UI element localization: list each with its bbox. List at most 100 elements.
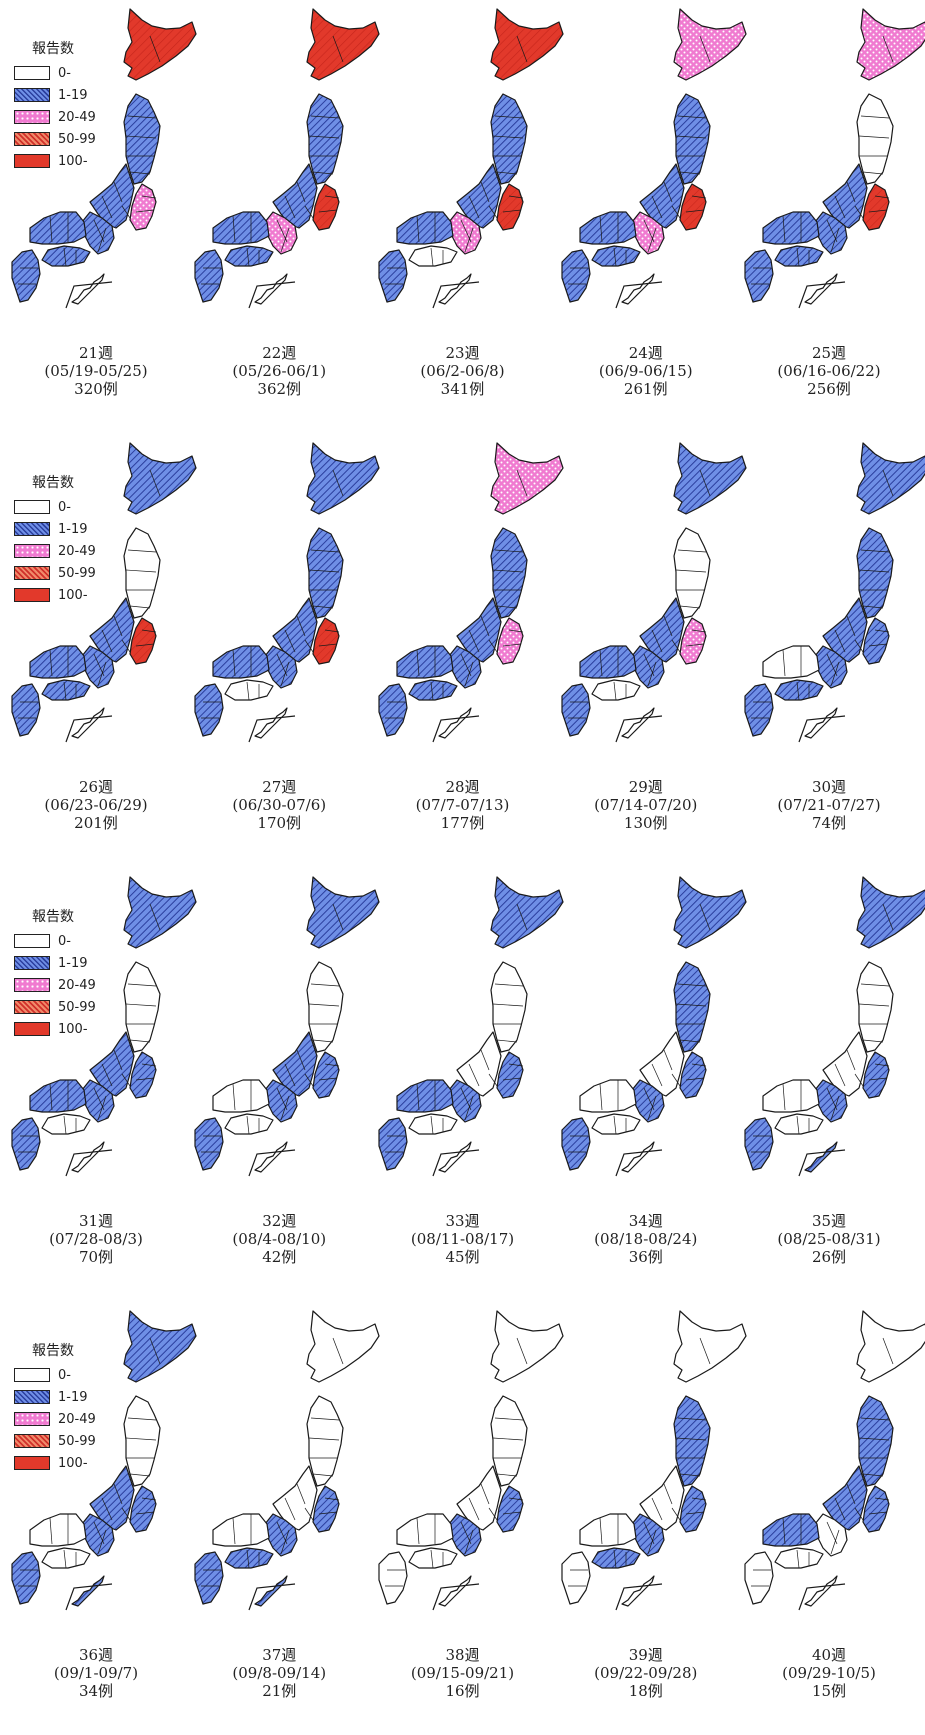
date-range-label: (09/8-09/14): [232, 1664, 327, 1682]
prefecture-border: [49, 649, 53, 677]
legend-swatch: [14, 66, 50, 80]
prefecture-border: [304, 1073, 314, 1087]
region-kyushu: [377, 1551, 408, 1605]
date-range-label: (08/18-08/24): [594, 1230, 698, 1248]
region-kanto: [129, 1485, 157, 1533]
week-label: 34週: [628, 1212, 663, 1230]
legend-title: 報告数: [32, 1343, 74, 1359]
case-count-label: 16例: [445, 1682, 480, 1700]
region-kyushu: [11, 1117, 41, 1171]
week-map-panel: 33週 (08/11-08/17) 45例: [371, 868, 564, 1298]
week-map-panel: 30週 (07/21-07/27) 74例: [737, 434, 925, 864]
prefecture-border: [613, 247, 617, 267]
prefecture-border: [97, 1095, 107, 1121]
okinawa-inset-frame: [798, 715, 846, 743]
prefecture-border: [647, 227, 657, 253]
prefecture-border: [304, 639, 314, 653]
week-label: 23週: [445, 344, 480, 362]
legend-swatch: [14, 132, 50, 146]
legend-swatch: [14, 588, 50, 602]
region-tohoku: [489, 527, 528, 619]
legend-item: 1-19: [14, 1386, 124, 1408]
legend-label: 100-: [58, 153, 88, 169]
okinawa-inset-frame: [615, 281, 662, 309]
region-kyushu: [561, 683, 591, 737]
region-hokkaido: [673, 1310, 747, 1383]
prefecture-border: [834, 1497, 846, 1521]
region-hokkaido: [489, 876, 564, 949]
region-kanto: [129, 1051, 157, 1099]
prefecture-border: [796, 247, 800, 267]
prefecture-border: [796, 1115, 800, 1135]
region-shikoku: [591, 245, 641, 267]
case-count-label: 177例: [440, 814, 485, 832]
legend-item: 20-49: [14, 106, 124, 128]
prefecture-border: [882, 1337, 894, 1365]
prefecture-border: [125, 1437, 157, 1441]
okinawa-inset-frame: [615, 1149, 662, 1177]
case-count-label: 42例: [262, 1248, 297, 1266]
prefecture-border: [651, 1063, 663, 1087]
prefecture-border: [647, 1529, 657, 1555]
region-chugoku: [762, 1079, 820, 1113]
region-chugoku: [395, 645, 454, 679]
legend-item: 100-: [14, 150, 124, 172]
region-tohoku: [489, 1395, 528, 1487]
prefecture-border: [796, 1549, 800, 1569]
region-okinawa: [804, 707, 838, 739]
legend-title: 報告数: [32, 909, 74, 925]
prefecture-border: [496, 1039, 517, 1043]
prefecture-border: [858, 1437, 890, 1441]
date-range-label: (05/26-06/1): [232, 362, 327, 380]
prefecture-border: [494, 115, 523, 119]
prefecture-border: [129, 605, 151, 609]
japan-map: [11, 876, 197, 1177]
prefecture-border: [280, 661, 290, 687]
prefecture-border: [874, 1063, 890, 1067]
region-tohoku: [856, 93, 894, 185]
prefecture-border: [599, 215, 603, 243]
week-label: 38週: [445, 1646, 480, 1664]
prefecture-border: [304, 205, 314, 219]
prefecture-border: [313, 605, 334, 609]
prefecture-border: [280, 1095, 290, 1121]
prefecture-border: [854, 1507, 864, 1521]
legend-label: 100-: [58, 1455, 88, 1471]
prefecture-border: [135, 209, 155, 213]
prefecture-border: [127, 549, 157, 553]
prefecture-border: [492, 1437, 523, 1441]
prefecture-border: [834, 195, 846, 219]
region-kyushu: [744, 249, 774, 303]
week-label: 21週: [78, 344, 114, 362]
date-range-label: (05/19-05/25): [44, 362, 148, 380]
prefecture-border: [468, 1063, 479, 1087]
prefecture-border: [858, 135, 890, 139]
prefecture-border: [480, 615, 489, 637]
okinawa-inset-frame: [65, 1583, 113, 1611]
prefecture-border: [313, 1039, 334, 1043]
prefecture-border: [663, 615, 673, 637]
prefecture-border: [296, 1049, 306, 1071]
japan-map: [377, 442, 564, 743]
region-hokkaido: [856, 8, 925, 81]
week-label: 36週: [78, 1646, 114, 1664]
prefecture-border: [480, 181, 489, 203]
region-hokkaido: [306, 442, 380, 515]
prefecture-border: [63, 1115, 67, 1135]
region-kanto: [129, 617, 157, 665]
prefecture-border: [232, 649, 236, 677]
region-hokkaido: [123, 442, 197, 515]
region-kanto: [312, 183, 340, 231]
prefecture-border: [516, 469, 527, 497]
prefecture-border: [121, 205, 131, 219]
case-count-label: 341例: [440, 380, 485, 398]
region-kyushu: [11, 1551, 41, 1605]
prefecture-border: [516, 1337, 527, 1365]
region-kyushu: [194, 1551, 224, 1605]
region-kanto: [862, 617, 890, 665]
region-chugoku: [212, 211, 270, 245]
week-label: 26週: [78, 778, 114, 796]
prefecture-border: [846, 181, 856, 203]
week-map-panel: 31週 (07/28-08/3) 70例 報告数 0- 1-19 20-49 50-99 100…: [4, 868, 197, 1298]
japan-map: [11, 1310, 197, 1611]
